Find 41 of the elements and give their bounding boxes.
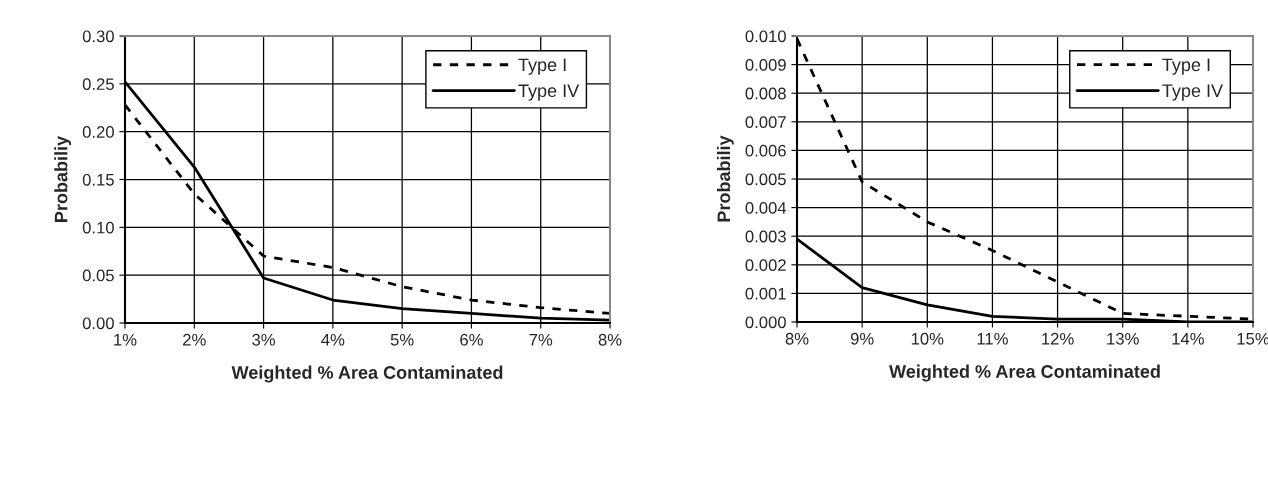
x-tick-label: 3% — [252, 333, 276, 346]
y-tick-label: 0.005 — [745, 173, 786, 186]
y-tick-label: 0.25 — [82, 78, 114, 91]
y-tick-label: 0.003 — [745, 230, 786, 243]
y-axis-title: Probabiliy — [716, 135, 734, 222]
y-axis-title: Probabiliy — [54, 135, 72, 222]
x-tick-label: 1% — [114, 333, 137, 346]
x-tick-label: 13% — [1107, 332, 1139, 345]
y-tick-label: 0.008 — [745, 87, 786, 100]
legend-label: Type IV — [1162, 84, 1223, 101]
x-tick-label: 2% — [183, 333, 206, 346]
y-tick-label: 0.30 — [82, 30, 114, 43]
x-axis-title: Weighted % Area Contaminated — [231, 365, 503, 383]
x-tick-label: 8% — [598, 333, 622, 346]
legend-label: Type IV — [518, 84, 580, 101]
y-tick-label: 0.000 — [745, 316, 786, 329]
y-tick-label: 0.10 — [82, 221, 114, 234]
y-tick-label: 0.05 — [82, 269, 114, 282]
y-tick-label: 0.00 — [82, 317, 114, 330]
y-tick-label: 0.002 — [745, 259, 786, 271]
x-tick-label: 8% — [785, 332, 809, 345]
x-tick-label: 4% — [321, 333, 345, 346]
x-tick-label: 12% — [1042, 332, 1074, 345]
y-tick-label: 0.010 — [745, 30, 786, 43]
y-tick-label: 0.001 — [745, 287, 786, 300]
x-tick-label: 5% — [390, 333, 414, 346]
x-tick-label: 11% — [977, 332, 1008, 345]
x-axis-title: Weighted % Area Contaminated — [889, 364, 1160, 382]
legend-label: Type I — [1162, 58, 1210, 75]
x-tick-label: 7% — [529, 333, 553, 346]
legend-label: Type I — [518, 58, 566, 75]
x-tick-label: 10% — [911, 332, 944, 345]
y-tick-label: 0.009 — [745, 59, 786, 71]
y-tick-label: 0.15 — [82, 173, 114, 186]
x-tick-label: 6% — [460, 333, 483, 346]
y-tick-label: 0.004 — [745, 202, 787, 214]
y-tick-label: 0.20 — [82, 126, 114, 138]
y-tick-label: 0.007 — [745, 116, 786, 128]
y-tick-label: 0.006 — [745, 144, 786, 157]
x-tick-label: 9% — [850, 332, 874, 345]
x-tick-label: 14% — [1172, 332, 1204, 345]
